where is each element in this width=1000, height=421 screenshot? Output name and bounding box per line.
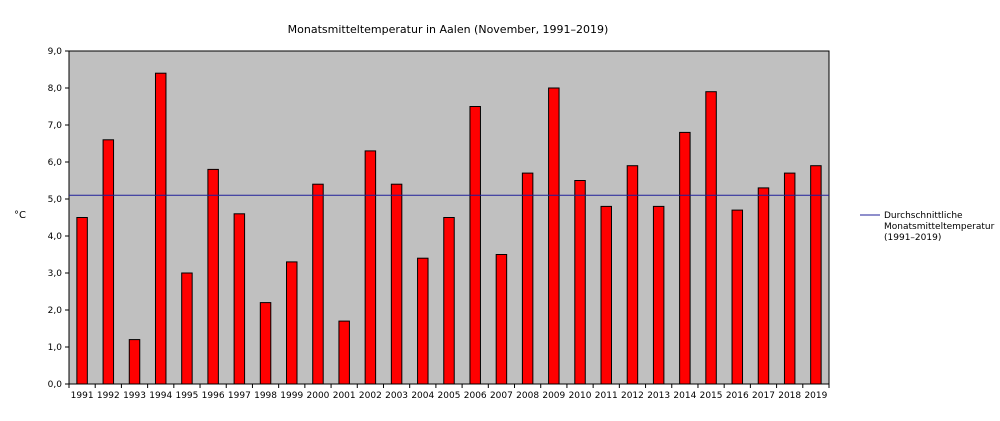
y-tick-label: 8,0 xyxy=(48,84,63,94)
legend-text-line-1: Durchschnittliche xyxy=(884,211,963,221)
bar-2000 xyxy=(312,183,324,385)
bars xyxy=(76,72,822,385)
y-tick-label: 6,0 xyxy=(48,158,63,168)
y-tick-label: 7,0 xyxy=(48,121,63,131)
x-tick-label: 1992 xyxy=(97,391,120,401)
bar-2009 xyxy=(548,87,560,385)
bar-1995 xyxy=(181,272,193,385)
x-tick-label: 1991 xyxy=(71,391,94,401)
x-tick-label: 2014 xyxy=(673,391,696,401)
y-tick-label: 0,0 xyxy=(48,380,63,390)
bar-2007 xyxy=(495,254,508,385)
x-axis: 1991 1992 1993 1994 1995 1996 1997 1998 1999 2000… xyxy=(68,384,830,401)
bar-2004 xyxy=(417,257,429,385)
bar-2015 xyxy=(705,91,717,385)
x-tick-label: 1997 xyxy=(228,391,251,401)
x-tick-label: 2004 xyxy=(411,391,434,401)
bar-2019 xyxy=(810,165,822,385)
x-tick-label: 2002 xyxy=(359,391,382,401)
x-tick-label: 2000 xyxy=(307,391,330,401)
y-tick-label: 5,0 xyxy=(48,195,63,205)
x-tick-label: 2007 xyxy=(490,391,513,401)
bar-1998 xyxy=(259,302,272,385)
bar-1994 xyxy=(154,72,167,385)
x-tick-label: 2011 xyxy=(595,391,618,401)
bar-2008 xyxy=(521,172,534,385)
x-tick-label: 2018 xyxy=(778,391,801,401)
bar-2003 xyxy=(390,183,403,385)
x-tick-label: 1993 xyxy=(123,391,146,401)
y-axis-label: °C xyxy=(14,210,26,221)
bar-2001 xyxy=(338,320,350,385)
bar-2006 xyxy=(469,106,481,385)
y-tick-label: 9,0 xyxy=(48,47,63,57)
chart-title: Monatsmitteltemperatur in Aalen (Novembe… xyxy=(288,23,609,36)
bar-2016 xyxy=(731,209,744,385)
x-tick-label: 1999 xyxy=(280,391,303,401)
x-tick-label: 2006 xyxy=(464,391,487,401)
x-tick-label: 2001 xyxy=(333,391,356,401)
y-tick-label: 4,0 xyxy=(48,232,63,242)
legend-text-line-3: (1991–2019) xyxy=(884,233,941,243)
bar-2005 xyxy=(443,217,455,385)
x-tick-label: 2009 xyxy=(542,391,565,401)
x-tick-label: 2015 xyxy=(700,391,723,401)
legend: Durchschnittliche Monatsmitteltemperatur… xyxy=(860,211,995,243)
x-tick-label: 1996 xyxy=(202,391,225,401)
bar-1991 xyxy=(76,217,88,385)
x-tick-label: 1998 xyxy=(254,391,277,401)
x-tick-label: 1995 xyxy=(175,391,198,401)
bar-2002 xyxy=(364,150,377,385)
bar-1992 xyxy=(102,139,115,385)
y-axis: 0,0 1,0 2,0 3,0 4,0 5,0 6,0 7,0 8,0 9,0 xyxy=(48,47,69,390)
bar-2014 xyxy=(679,131,691,385)
x-tick-label: 2019 xyxy=(804,391,827,401)
bar-2017 xyxy=(757,187,770,385)
x-tick-label: 2003 xyxy=(385,391,408,401)
x-tick-label: 2012 xyxy=(621,391,644,401)
x-tick-label: 2013 xyxy=(647,391,670,401)
x-tick-label: 2005 xyxy=(438,391,461,401)
x-tick-label: 2008 xyxy=(516,391,539,401)
bar-1997 xyxy=(233,213,246,385)
x-tick-label: 1994 xyxy=(149,391,172,401)
bar-2011 xyxy=(600,205,612,385)
y-tick-label: 1,0 xyxy=(48,343,63,353)
bar-2018 xyxy=(783,172,796,385)
y-tick-label: 3,0 xyxy=(48,269,63,279)
x-tick-label: 2017 xyxy=(752,391,775,401)
bar-1999 xyxy=(286,261,298,385)
bar-2013 xyxy=(652,205,665,385)
bar-2012 xyxy=(626,165,639,385)
bar-2010 xyxy=(574,180,586,385)
bar-1996 xyxy=(207,168,219,385)
y-tick-label: 2,0 xyxy=(48,306,63,316)
x-tick-label: 2010 xyxy=(569,391,592,401)
x-tick-label: 2016 xyxy=(726,391,749,401)
legend-text-line-2: Monatsmitteltemperatur xyxy=(884,222,995,232)
bar-1993 xyxy=(128,339,141,385)
